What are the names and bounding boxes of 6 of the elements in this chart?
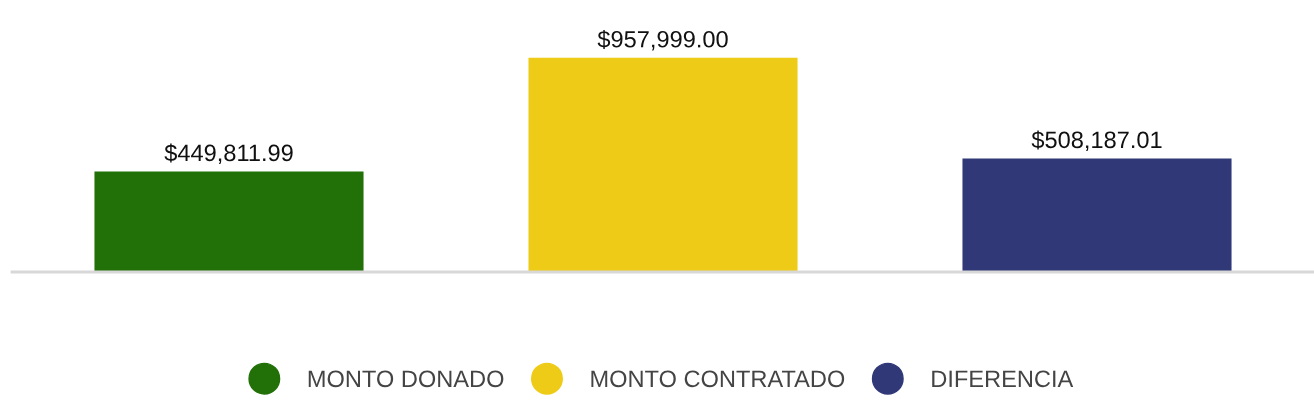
legend-label: MONTO DONADO [308,370,504,388]
data-label: $508,187.01 [1031,130,1162,151]
data-label: $449,811.99 [164,143,293,165]
legend-label: DIFERENCIA [932,370,1074,388]
data-label: $957,999.00 [597,29,728,51]
legend-label: MONTO CONTRATADO [591,370,845,388]
